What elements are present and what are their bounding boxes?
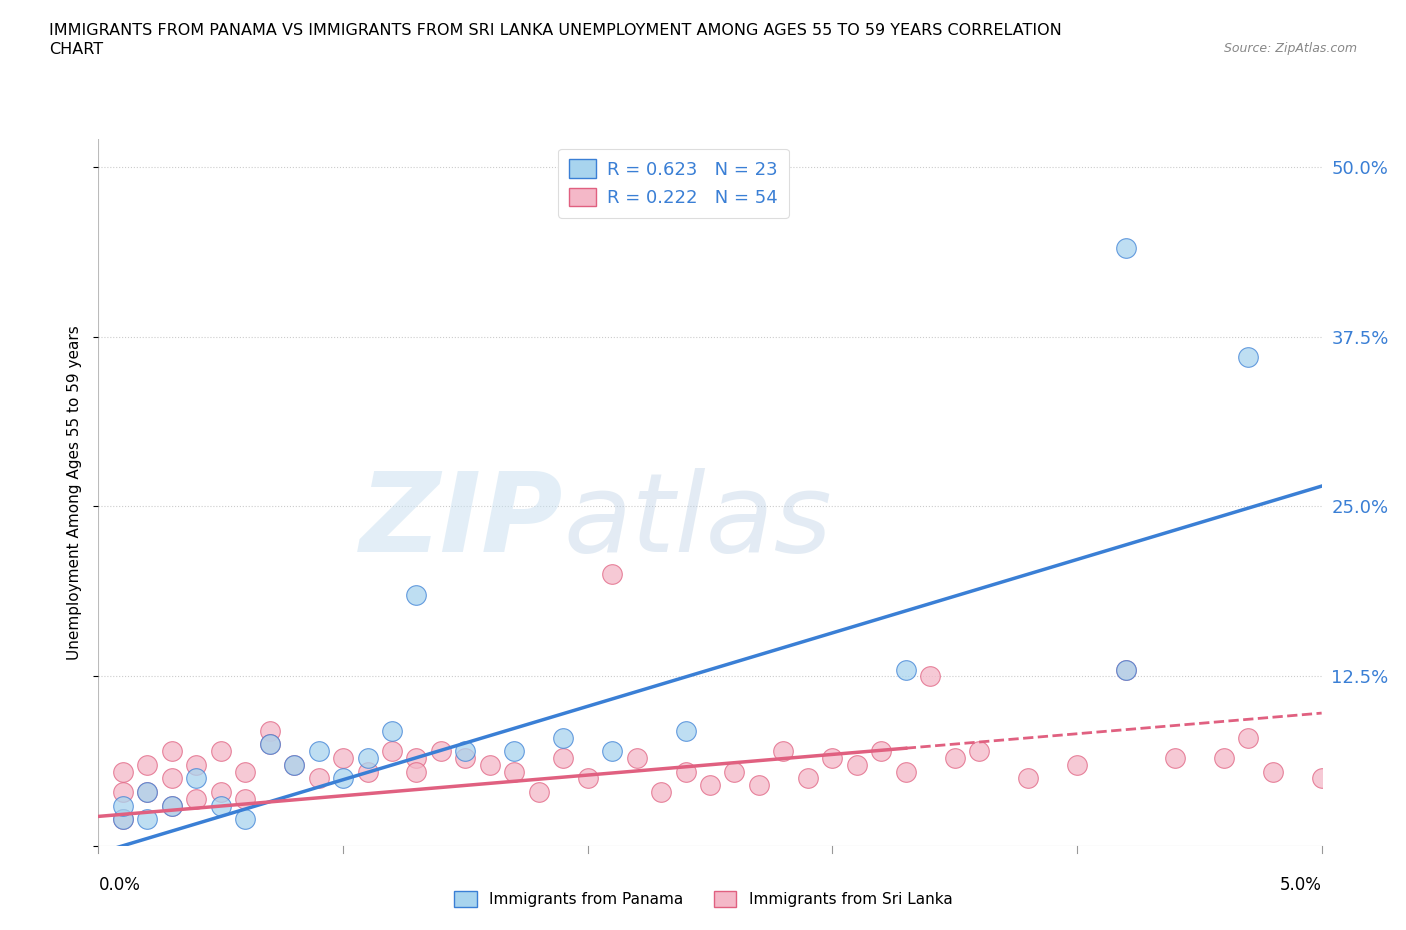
Point xyxy=(772,744,794,759)
Point xyxy=(381,744,404,759)
Point xyxy=(332,751,354,765)
Point xyxy=(186,791,208,806)
Text: 0.0%: 0.0% xyxy=(98,876,141,895)
Point xyxy=(1237,730,1260,745)
Text: CHART: CHART xyxy=(49,42,103,57)
Point xyxy=(356,751,378,765)
Point xyxy=(723,764,745,779)
Point xyxy=(1115,662,1137,677)
Legend: Immigrants from Panama, Immigrants from Sri Lanka: Immigrants from Panama, Immigrants from … xyxy=(447,884,959,913)
Point xyxy=(136,785,159,800)
Point xyxy=(405,751,427,765)
Point xyxy=(600,744,623,759)
Point xyxy=(332,771,354,786)
Point xyxy=(259,737,281,751)
Point xyxy=(1115,662,1137,677)
Point xyxy=(553,751,575,765)
Point xyxy=(259,737,281,751)
Point xyxy=(797,771,820,786)
Point xyxy=(160,744,183,759)
Point xyxy=(1017,771,1039,786)
Point xyxy=(845,757,868,772)
Point xyxy=(308,771,330,786)
Point xyxy=(405,764,427,779)
Legend: R = 0.623   N = 23, R = 0.222   N = 54: R = 0.623 N = 23, R = 0.222 N = 54 xyxy=(558,149,789,218)
Point xyxy=(283,757,305,772)
Point xyxy=(1066,757,1088,772)
Point xyxy=(527,785,550,800)
Point xyxy=(748,777,770,792)
Point xyxy=(967,744,990,759)
Point xyxy=(111,764,134,779)
Text: Source: ZipAtlas.com: Source: ZipAtlas.com xyxy=(1223,42,1357,55)
Point xyxy=(503,744,526,759)
Point xyxy=(675,724,697,738)
Point xyxy=(699,777,721,792)
Point xyxy=(430,744,453,759)
Point xyxy=(1115,241,1137,256)
Text: IMMIGRANTS FROM PANAMA VS IMMIGRANTS FROM SRI LANKA UNEMPLOYMENT AMONG AGES 55 T: IMMIGRANTS FROM PANAMA VS IMMIGRANTS FRO… xyxy=(49,23,1062,38)
Point xyxy=(1237,350,1260,365)
Point xyxy=(626,751,648,765)
Point xyxy=(160,771,183,786)
Point xyxy=(209,798,232,813)
Text: atlas: atlas xyxy=(564,468,832,575)
Point xyxy=(650,785,672,800)
Point xyxy=(381,724,404,738)
Point xyxy=(600,567,623,582)
Point xyxy=(308,744,330,759)
Point xyxy=(259,724,281,738)
Point xyxy=(209,744,232,759)
Point xyxy=(136,785,159,800)
Point xyxy=(111,798,134,813)
Point xyxy=(943,751,966,765)
Point xyxy=(920,669,942,684)
Text: ZIP: ZIP xyxy=(360,468,564,575)
Point xyxy=(233,812,256,827)
Point xyxy=(821,751,844,765)
Point xyxy=(454,751,477,765)
Point xyxy=(405,588,427,603)
Point xyxy=(576,771,599,786)
Point xyxy=(136,812,159,827)
Point xyxy=(553,730,575,745)
Y-axis label: Unemployment Among Ages 55 to 59 years: Unemployment Among Ages 55 to 59 years xyxy=(67,326,83,660)
Point xyxy=(160,798,183,813)
Point xyxy=(478,757,501,772)
Point xyxy=(1212,751,1234,765)
Point xyxy=(675,764,697,779)
Point xyxy=(209,785,232,800)
Point xyxy=(136,757,159,772)
Point xyxy=(233,764,256,779)
Point xyxy=(1164,751,1187,765)
Point xyxy=(870,744,893,759)
Text: 5.0%: 5.0% xyxy=(1279,876,1322,895)
Point xyxy=(1310,771,1333,786)
Point xyxy=(111,785,134,800)
Point xyxy=(894,764,917,779)
Point xyxy=(1261,764,1284,779)
Point xyxy=(503,764,526,779)
Point xyxy=(186,771,208,786)
Point xyxy=(111,812,134,827)
Point xyxy=(111,812,134,827)
Point xyxy=(454,744,477,759)
Point xyxy=(160,798,183,813)
Point xyxy=(356,764,378,779)
Point xyxy=(283,757,305,772)
Point xyxy=(233,791,256,806)
Point xyxy=(894,662,917,677)
Point xyxy=(186,757,208,772)
